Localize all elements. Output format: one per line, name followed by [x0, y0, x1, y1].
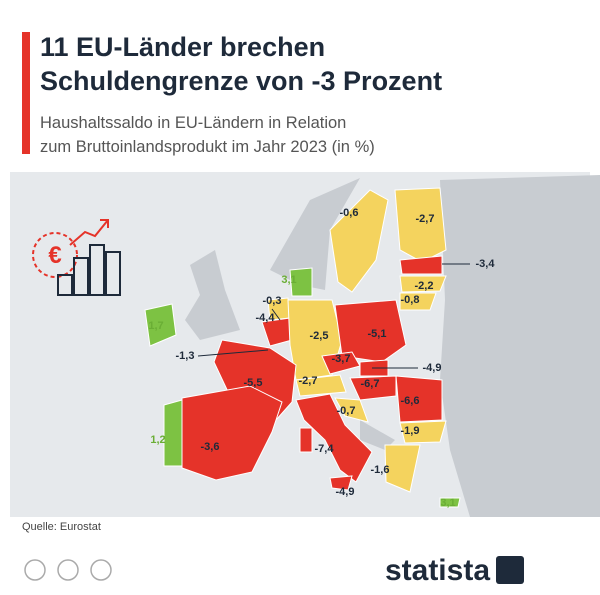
- country-value: -5,1: [368, 328, 387, 340]
- accent-bar: [22, 32, 30, 154]
- country-value: 3,1: [440, 497, 455, 509]
- country-value: -3,4: [476, 258, 496, 270]
- subtitle-line: zum Bruttoinlandsprodukt im Jahr 2023 (i…: [40, 138, 375, 156]
- country-value: 1,2: [150, 434, 165, 446]
- license-icons: [24, 559, 112, 581]
- country-value: -3,7: [332, 353, 351, 365]
- brand: statista: [385, 554, 490, 587]
- subtitle-line: Haushaltssaldo in EU-Ländern in Relation: [40, 114, 346, 132]
- country-value: -6,6: [401, 395, 420, 407]
- country-value: -6,7: [361, 378, 380, 390]
- country-value: -7,4: [315, 443, 335, 455]
- country-value: -4,4: [256, 312, 276, 324]
- country-value: -1,9: [401, 425, 420, 437]
- country-value: -0,3: [263, 295, 282, 307]
- country-value: -4,9: [336, 486, 355, 498]
- country-value: -2,7: [299, 375, 318, 387]
- title-line: 11 EU-Länder brechen: [40, 32, 325, 62]
- chart-icon: €: [32, 219, 121, 296]
- country-value: -0,8: [401, 294, 420, 306]
- svg-text:€: €: [48, 242, 61, 269]
- map: -0,6 -2,7 3,1 -3,4 -2,2 -0,8 -0,3 -4,4 1,7 -2,5 -5…: [10, 172, 600, 517]
- country-value: -1,6: [371, 464, 390, 476]
- country-value: -5,5: [244, 377, 263, 389]
- country-value: -0,6: [340, 207, 359, 219]
- leader-lines: [197, 263, 470, 369]
- country-value: -0,7: [337, 405, 356, 417]
- country-value: 1,7: [148, 320, 163, 332]
- country-value: -2,5: [310, 330, 329, 342]
- brand-logo: [496, 556, 524, 584]
- country-value: -3,6: [201, 441, 220, 453]
- non-eu-land: [185, 175, 600, 517]
- country-value: -1,3: [176, 350, 195, 362]
- title-line: Schuldengrenze von -3 Prozent: [40, 66, 442, 96]
- countries: [144, 187, 461, 508]
- country-value: 3,1: [281, 274, 296, 286]
- source: Quelle: Eurostat: [22, 521, 101, 533]
- country-value: -2,2: [415, 280, 434, 292]
- country-value: -4,9: [423, 362, 442, 374]
- country-value: -2,7: [416, 213, 435, 225]
